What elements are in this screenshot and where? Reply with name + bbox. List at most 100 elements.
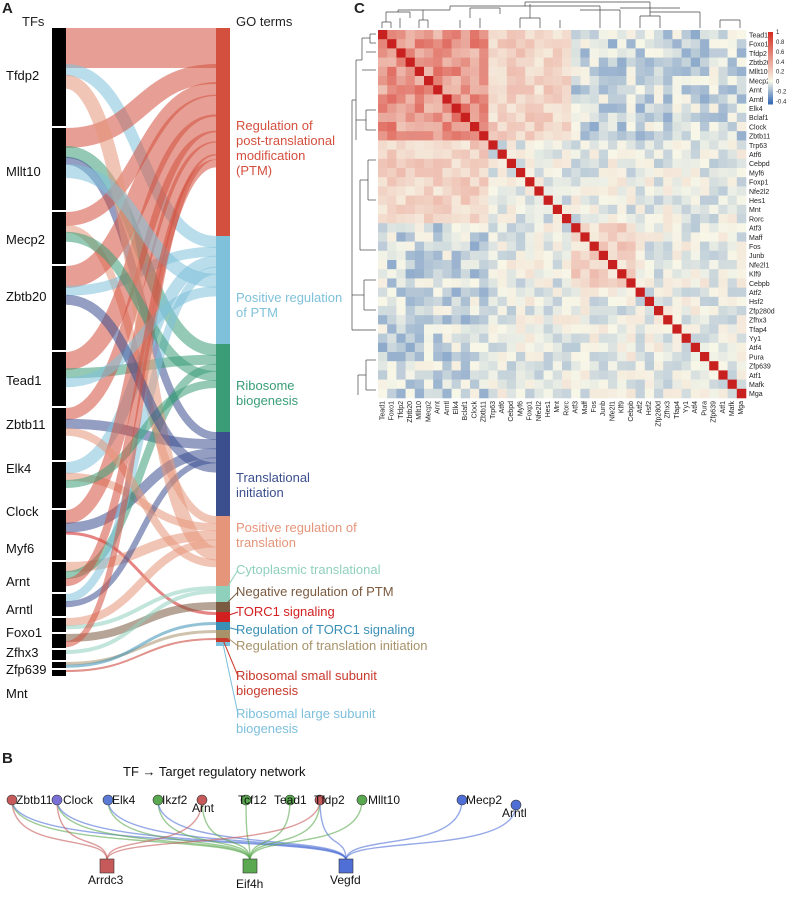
heatmap-cell	[635, 158, 646, 169]
heatmap-cell	[709, 122, 719, 132]
heatmap-cell	[424, 76, 434, 86]
heatmap-cell	[552, 232, 563, 242]
colorbar-segment	[768, 84, 773, 88]
heatmap-cell	[727, 287, 738, 298]
network-target-label-vegfd: Vegfd	[330, 873, 361, 887]
heatmap-cell	[497, 158, 508, 169]
heatmap-cell	[709, 57, 719, 68]
heatmap-cell	[718, 250, 728, 261]
heatmap-cell	[534, 250, 544, 261]
heatmap-cell	[709, 195, 719, 206]
heatmap-cell	[516, 131, 526, 141]
heatmap-cell	[479, 149, 489, 160]
heatmap-cell	[644, 30, 655, 40]
heatmap-cell	[571, 186, 581, 196]
heatmap-cell	[424, 214, 434, 224]
heatmap-cell	[378, 278, 388, 288]
heatmap-cell	[617, 66, 627, 77]
heatmap-cell	[709, 260, 719, 270]
heatmap-cell	[562, 112, 572, 123]
heatmap-cell	[552, 296, 563, 307]
heatmap-col-label: Mecp2	[425, 401, 432, 422]
heatmap-cell	[608, 214, 618, 224]
heatmap-cell	[396, 158, 406, 169]
heatmap-cell	[387, 379, 397, 390]
heatmap-col-label: Pura	[701, 401, 708, 416]
heatmap-cell	[479, 315, 489, 325]
heatmap-cell	[736, 66, 747, 77]
heatmap-cell	[525, 352, 535, 362]
heatmap-cell	[589, 287, 600, 298]
heatmap-cell	[589, 140, 600, 150]
heatmap-cell	[396, 306, 406, 316]
heatmap-cell	[497, 361, 508, 371]
heatmap-cell	[690, 76, 701, 86]
heatmap-cell	[424, 278, 434, 288]
heatmap-cell	[543, 66, 554, 77]
colorbar-segment	[768, 80, 773, 83]
heatmap-cell	[552, 94, 563, 104]
heatmap-cell	[626, 30, 636, 40]
heatmap-cell	[700, 223, 710, 233]
heatmap-cell	[543, 324, 554, 334]
heatmap-cell	[663, 214, 673, 224]
heatmap-cell	[534, 388, 544, 399]
heatmap-cell	[663, 39, 673, 49]
heatmap-cell	[571, 342, 581, 353]
heatmap-cell	[718, 379, 728, 390]
heatmap-cell	[672, 232, 682, 242]
heatmap-cell	[543, 168, 554, 178]
heatmap-cell	[589, 260, 600, 270]
heatmap-cell	[405, 315, 416, 325]
go-term-line: Regulation of	[236, 118, 313, 133]
heatmap-cell	[387, 388, 397, 399]
network-tf-node-elk4	[102, 794, 114, 806]
heatmap-cell	[424, 112, 434, 123]
tf-label-zbtb20: Zbtb20	[6, 289, 47, 304]
heatmap-cell	[516, 260, 526, 270]
heatmap-cell	[552, 269, 563, 279]
heatmap-cell	[543, 122, 554, 132]
heatmap-cell	[727, 94, 738, 104]
heatmap-cell	[396, 361, 406, 371]
heatmap-cell	[552, 149, 563, 160]
heatmap-col-label: Mafk	[729, 401, 736, 417]
colorbar-segment	[768, 75, 773, 79]
heatmap-cell	[562, 48, 572, 58]
heatmap-cell	[580, 260, 590, 270]
heatmap-cell	[580, 333, 590, 344]
heatmap-cell	[681, 177, 692, 187]
go-term-label-8: TORC1 signaling	[236, 604, 335, 619]
heatmap-cell	[525, 149, 535, 160]
heatmap-cell	[405, 39, 416, 49]
heatmap-cell	[479, 186, 489, 196]
heatmap-cell	[460, 122, 471, 132]
heatmap-cell	[534, 76, 544, 86]
sankey-flow-zfp639-to-go-9	[65, 622, 217, 668]
heatmap-cell	[488, 223, 498, 233]
heatmap-cell	[424, 315, 434, 325]
heatmap-cell	[709, 131, 719, 141]
heatmap-col-label: Maff	[582, 401, 589, 415]
heatmap-cell	[451, 296, 462, 307]
heatmap-cell	[525, 260, 535, 270]
heatmap-cell	[617, 260, 627, 270]
heatmap-cell	[479, 30, 489, 40]
heatmap-cell	[727, 66, 738, 77]
heatmap-cell	[617, 324, 627, 334]
network-edge	[249, 799, 363, 861]
heatmap-cell	[589, 57, 600, 68]
heatmap-cell	[709, 370, 719, 380]
heatmap-cell	[378, 223, 388, 233]
tf-node-mecp2	[52, 212, 66, 264]
heatmap-cell	[589, 122, 600, 132]
heatmap-cell	[562, 177, 572, 187]
heatmap-cell	[580, 131, 590, 141]
heatmap-cell	[617, 103, 627, 114]
heatmap-cell	[736, 85, 747, 95]
heatmap-cell	[442, 324, 452, 334]
heatmap-cell	[488, 85, 498, 95]
heatmap-cell	[433, 158, 443, 169]
heatmap-cell	[626, 122, 636, 132]
heatmap-cell	[635, 131, 646, 141]
